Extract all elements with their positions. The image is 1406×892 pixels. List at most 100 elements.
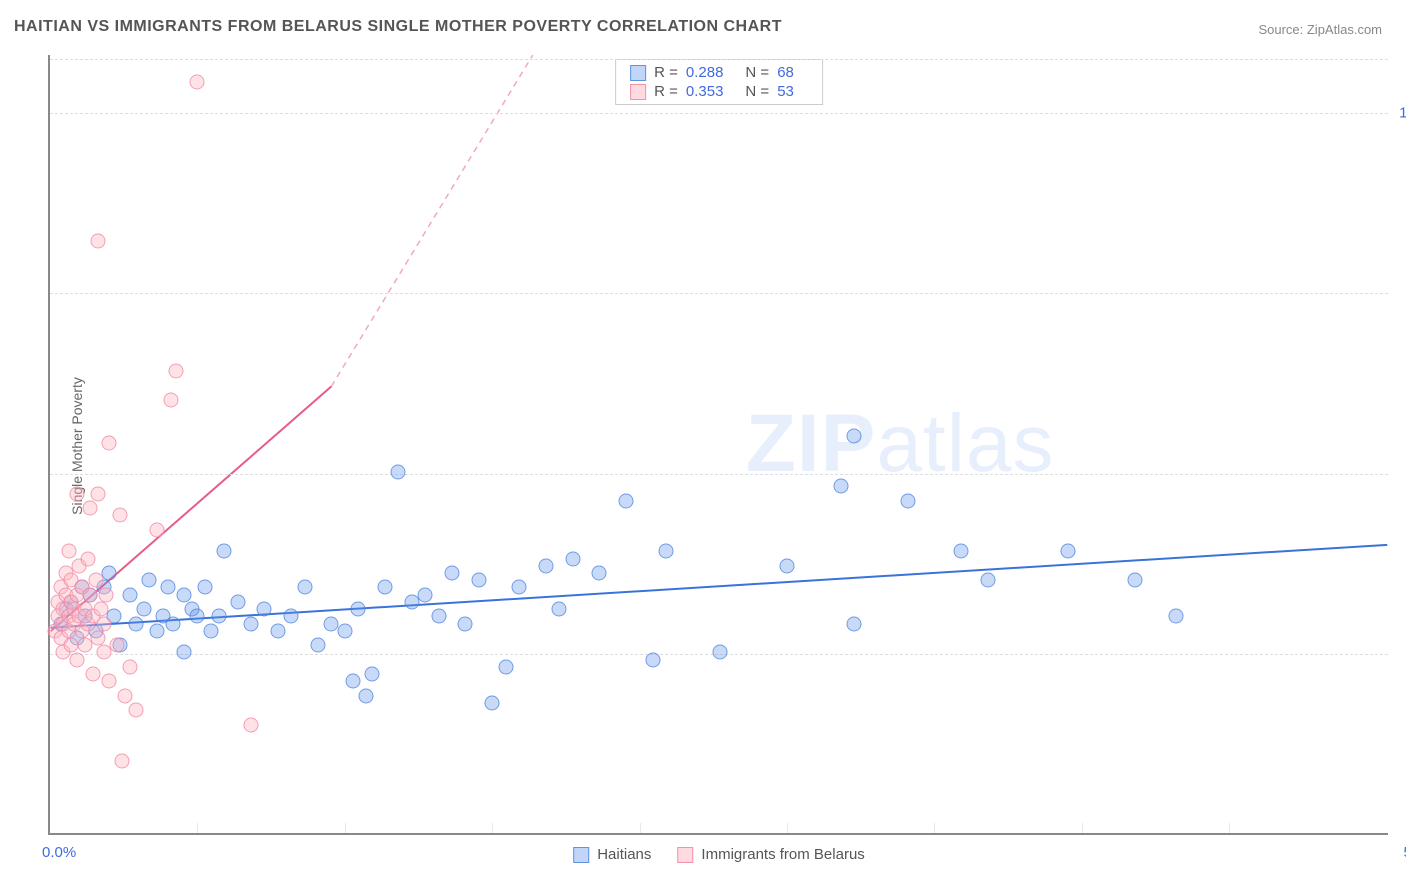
- data-point: [61, 544, 76, 559]
- data-point: [270, 623, 285, 638]
- data-point: [364, 667, 379, 682]
- data-point: [351, 602, 366, 617]
- data-point: [244, 717, 259, 732]
- chart-title: HAITIAN VS IMMIGRANTS FROM BELARUS SINGL…: [14, 18, 782, 36]
- data-point: [981, 573, 996, 588]
- data-point: [163, 392, 178, 407]
- data-point: [123, 587, 138, 602]
- legend-stats-row-pink: R =0.353 N =53: [616, 82, 822, 101]
- gridline-h: [50, 59, 1388, 60]
- data-point: [190, 609, 205, 624]
- data-point: [198, 580, 213, 595]
- data-point: [101, 566, 116, 581]
- source-label: Source: ZipAtlas.com: [1258, 22, 1382, 37]
- data-point: [359, 688, 374, 703]
- gridline-v: [345, 823, 346, 833]
- data-point: [93, 602, 108, 617]
- data-point: [471, 573, 486, 588]
- data-point: [378, 580, 393, 595]
- data-point: [244, 616, 259, 631]
- data-point: [257, 602, 272, 617]
- gridline-v: [197, 823, 198, 833]
- data-point: [780, 558, 795, 573]
- data-point: [345, 674, 360, 689]
- y-tick-label: 100.0%: [1399, 104, 1406, 121]
- data-point: [337, 623, 352, 638]
- data-point: [659, 544, 674, 559]
- square-icon: [677, 847, 693, 863]
- data-point: [217, 544, 232, 559]
- data-point: [177, 587, 192, 602]
- data-point: [230, 594, 245, 609]
- data-point: [552, 602, 567, 617]
- data-point: [142, 573, 157, 588]
- data-point: [85, 667, 100, 682]
- x-tick-label: 0.0%: [42, 844, 76, 861]
- data-point: [498, 659, 513, 674]
- data-point: [101, 436, 116, 451]
- data-point: [96, 616, 111, 631]
- square-icon: [573, 847, 589, 863]
- data-point: [646, 652, 661, 667]
- data-point: [99, 587, 114, 602]
- data-point: [1061, 544, 1076, 559]
- data-point: [69, 486, 84, 501]
- data-point: [512, 580, 527, 595]
- data-point: [954, 544, 969, 559]
- data-point: [118, 688, 133, 703]
- data-point: [150, 623, 165, 638]
- data-point: [69, 652, 84, 667]
- data-point: [431, 609, 446, 624]
- data-point: [284, 609, 299, 624]
- data-point: [128, 616, 143, 631]
- legend-stats: R =0.288 N =68 R =0.353 N =53: [615, 59, 823, 105]
- data-point: [391, 464, 406, 479]
- data-point: [418, 587, 433, 602]
- square-icon: [630, 65, 646, 81]
- data-point: [833, 479, 848, 494]
- data-point: [83, 587, 98, 602]
- gridline-v: [787, 823, 788, 833]
- data-point: [445, 566, 460, 581]
- data-point: [112, 508, 127, 523]
- data-point: [123, 659, 138, 674]
- data-point: [458, 616, 473, 631]
- data-point: [592, 566, 607, 581]
- data-point: [166, 616, 181, 631]
- data-point: [565, 551, 580, 566]
- legend-item-belarus: Immigrants from Belarus: [677, 846, 864, 863]
- gridline-v: [640, 823, 641, 833]
- data-point: [311, 638, 326, 653]
- data-point: [847, 428, 862, 443]
- data-point: [190, 74, 205, 89]
- data-point: [211, 609, 226, 624]
- gridline-v: [1229, 823, 1230, 833]
- data-point: [297, 580, 312, 595]
- data-point: [80, 551, 95, 566]
- data-point: [713, 645, 728, 660]
- gridline-v: [1082, 823, 1083, 833]
- data-point: [485, 696, 500, 711]
- gridline-h: [50, 113, 1388, 114]
- data-point: [115, 753, 130, 768]
- data-point: [128, 703, 143, 718]
- legend-series: Haitians Immigrants from Belarus: [573, 846, 865, 863]
- plot-area: ZIPatlas R =0.288 N =68 R =0.353 N =53 H…: [48, 55, 1388, 835]
- data-point: [168, 363, 183, 378]
- data-point: [900, 493, 915, 508]
- watermark: ZIPatlas: [746, 397, 1055, 491]
- gridline-v: [492, 823, 493, 833]
- legend-item-haitians: Haitians: [573, 846, 651, 863]
- gridline-v: [934, 823, 935, 833]
- legend-stats-row-blue: R =0.288 N =68: [616, 63, 822, 82]
- data-point: [83, 501, 98, 516]
- gridline-h: [50, 293, 1388, 294]
- data-point: [91, 631, 106, 646]
- data-point: [101, 674, 116, 689]
- data-point: [177, 645, 192, 660]
- gridline-h: [50, 474, 1388, 475]
- data-point: [538, 558, 553, 573]
- data-point: [88, 573, 103, 588]
- data-point: [91, 233, 106, 248]
- data-point: [1128, 573, 1143, 588]
